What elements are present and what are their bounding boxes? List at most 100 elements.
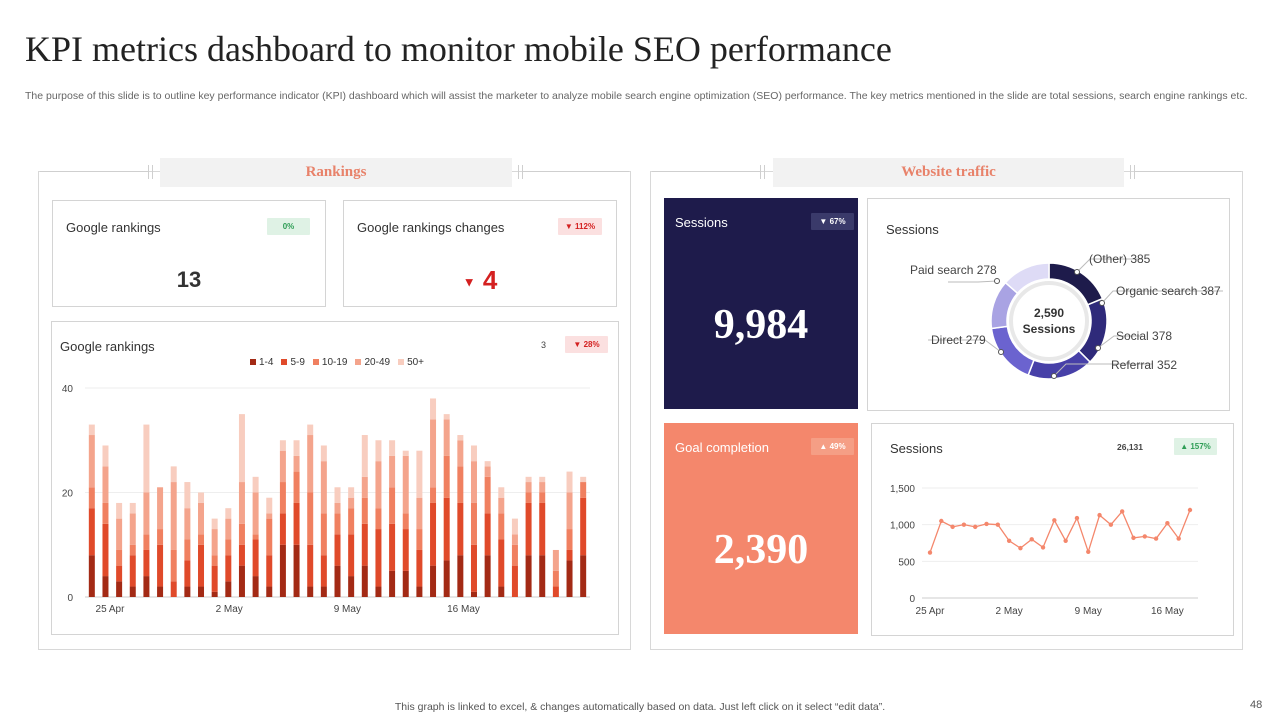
page-title: KPI metrics dashboard to monitor mobile … [25,29,892,69]
bar-segment [552,570,559,587]
bar-segment [334,565,341,597]
bar-segment [361,565,368,597]
bar-segment [279,482,286,514]
bar-segment [88,508,95,556]
legend-label: 1-4 [259,357,274,368]
line-y-tick-label: 500 [898,557,915,568]
bar-segment [430,565,437,597]
bar-segment [211,565,218,592]
bar-segment [102,523,109,577]
bar-segment [375,461,382,509]
line-point [1052,518,1057,523]
bar-segment [566,492,573,530]
bar-segment [293,455,300,472]
bar-segment [157,544,164,587]
bar-segment [361,476,368,498]
bar-segment [430,398,437,420]
bar-segment [211,518,218,530]
bar-y-tick-label: 0 [67,593,73,604]
donut-center [1009,281,1089,361]
bar-x-tick-label: 2 May [216,604,243,615]
bar-segment [184,482,191,509]
bar-segment [211,591,218,597]
bar-segment [566,529,573,550]
donut-label-other: (Other) 385 [1089,252,1151,266]
line-x-tick-label: 25 Apr [916,606,946,617]
donut-leader-line [1076,258,1143,273]
donut-leader-dot [1051,373,1057,379]
line-point [1018,545,1023,551]
bar-segment [484,466,491,477]
bar-segment [252,492,259,535]
bar-segment [348,508,355,535]
rankings-changes-value: 4 [482,265,498,295]
bar-segment [184,539,191,561]
bar-segment [416,529,423,550]
bar-segment [279,544,286,597]
bar-segment [266,586,273,597]
sessions-line-card: Sessions 26,131 ▲ 157% [871,423,1234,636]
donut-label-organic: Organic search 387 [1116,284,1221,298]
sessions-kpi-card: Sessions ▼ 67% 9,984 [664,198,858,409]
bar-segment [525,476,532,483]
line-x-tick-label: 9 May [1075,606,1102,617]
sessions-kpi-badge: ▼ 67% [811,213,854,230]
line-point [1187,507,1193,513]
bar-segment [443,560,450,597]
line-y-tick-label: 1,500 [890,484,915,495]
line-point [927,550,933,555]
bar-segment [484,513,491,556]
bar-segment [511,565,518,597]
donut-leader-dot [1095,345,1101,351]
bar-segment [88,435,95,488]
bar-segment [184,508,191,540]
bar-segment [238,544,245,566]
bar-segment [484,461,491,467]
bar-segment [580,476,587,483]
header-tick [1134,165,1135,179]
bar-segment [320,445,327,462]
down-arrow-icon: ▼ [462,274,476,290]
bar-segment [252,476,259,493]
bar-segment [102,445,109,467]
bar-segment [238,482,245,524]
bar-segment [525,502,532,556]
bar-segment [580,555,587,597]
bar-segment [552,586,559,597]
bar-segment [116,502,123,519]
legend-item: 10-19 [312,357,347,368]
page-description: The purpose of this slide is to outline … [25,90,1248,102]
bar-segment [211,529,218,556]
bar-segment [307,586,314,597]
bar-segment [375,529,382,587]
bar-segment [252,534,259,540]
bar-segment [116,549,123,566]
bar-segment [348,497,355,509]
header-tick [148,165,149,179]
bar-segment [320,513,327,556]
google-rankings-label: Google rankings [66,220,161,235]
header-tick [760,165,761,179]
bar-segment [293,471,300,503]
bar-segment [416,450,423,498]
bar-segment [307,435,314,493]
bar-segment [430,487,437,503]
line-point [1176,536,1181,541]
line-point [939,518,944,524]
line-point [1153,536,1159,541]
bar-segment [129,555,136,587]
line-point [1119,509,1125,514]
bar-segment [129,513,136,545]
bar-segment [375,440,382,462]
bar-segment [143,549,150,577]
legend-label: 20-49 [364,357,391,368]
bar-segment [416,497,423,530]
bar-segment [525,482,532,493]
bar-x-tick-label: 25 Apr [96,604,126,615]
bar-segment [88,555,95,597]
bar-segment [470,502,477,545]
bar-segment [580,482,587,498]
line-point [984,521,989,527]
bar-segment [443,497,450,561]
bar-segment [252,576,259,597]
